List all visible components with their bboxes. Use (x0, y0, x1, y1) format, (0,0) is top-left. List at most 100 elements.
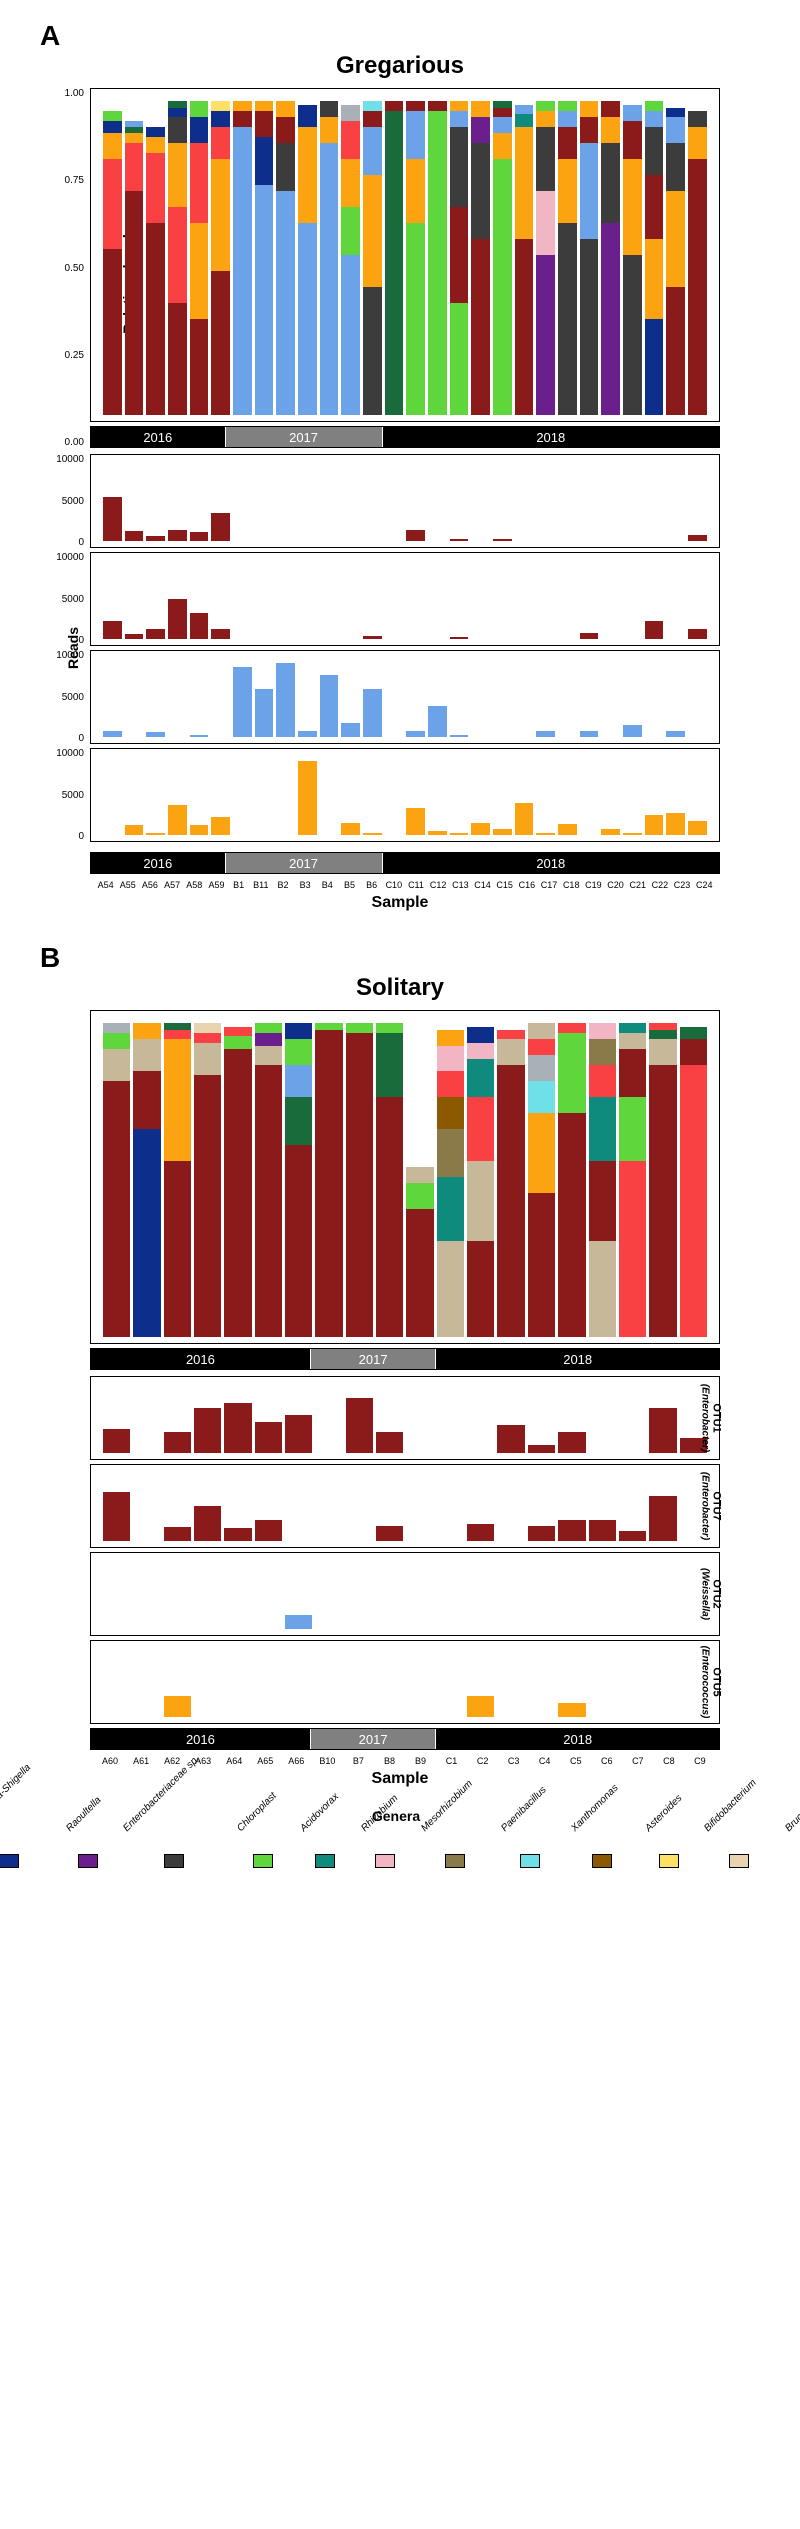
segment-Mesorhizobium (437, 1129, 464, 1177)
panel-b-otu-container: OTU1(Enterobacter)OTU7(Enterobacter)OTU2… (40, 1376, 760, 1724)
reads-chart-3 (97, 755, 713, 835)
panel-a-yticks: 1.000.750.500.250.00 (48, 88, 84, 448)
stacked-bar (437, 1017, 464, 1337)
legend-item: Acidovorax (294, 1823, 355, 1868)
otu-bar (194, 1506, 221, 1541)
reads-bar (298, 761, 317, 835)
segment-Pantoea (341, 121, 360, 159)
segment-Weissella (363, 127, 382, 175)
segment-Serratia (285, 1097, 312, 1145)
segment-Rhizobium (437, 1046, 464, 1072)
stacked-bar (649, 1017, 676, 1337)
segment-Serratia (376, 1033, 403, 1097)
segment-Chloroplast (558, 101, 577, 111)
reads-bar (125, 531, 144, 541)
segment-Escherichia-Shigella (255, 137, 274, 185)
reads-bar (363, 833, 382, 835)
segment-Enterobacter (467, 1241, 494, 1337)
segment-Enterococcus (536, 111, 555, 127)
year-2016: 2016 (91, 427, 226, 447)
reads-bar (688, 535, 707, 541)
otu-bar (255, 1520, 282, 1541)
segment-Pantoea (211, 127, 230, 159)
x-label: B6 (362, 880, 381, 890)
segment-Enterobacter (233, 111, 252, 127)
reads-bar (428, 706, 447, 737)
reads-bar (211, 817, 230, 835)
segment-Paenibacillus (363, 101, 382, 111)
otu-bar (467, 1696, 494, 1717)
segment-Klebsiella (103, 1023, 130, 1033)
segment-Enterococcus (168, 143, 187, 207)
segment-Enterobacter (103, 249, 122, 415)
stacked-bar (133, 1017, 160, 1337)
reads-bar (168, 805, 187, 835)
x-label: C1 (438, 1756, 466, 1766)
segment-Enterobacter (580, 117, 599, 143)
stacked-bar (450, 95, 469, 415)
segment-Xanthomonas (437, 1097, 464, 1129)
panel-b-x-axis-label: Sample (40, 1770, 760, 1788)
x-label: A60 (96, 1756, 124, 1766)
legend-item: Mesorhizobium (415, 1823, 495, 1868)
segment-Enterococcus (601, 117, 620, 143)
x-label: A66 (282, 1756, 310, 1766)
year-2018: 2018 (436, 1729, 719, 1749)
reads-bar (558, 824, 577, 835)
segment-Unassigned (103, 1049, 130, 1081)
segment-Enterobacteriaceae (320, 101, 339, 117)
segment-Raoultella (255, 1033, 282, 1046)
reads-bar (190, 825, 209, 835)
segment-Unassigned (194, 1043, 221, 1075)
segment-Enterobacteriaceae (666, 143, 685, 191)
stacked-bar (558, 1017, 585, 1337)
stacked-bar (376, 1017, 403, 1337)
x-label: B3 (296, 880, 315, 890)
stacked-bar (467, 1017, 494, 1337)
segment-Pantoea (558, 1023, 585, 1033)
reads-bar (666, 813, 685, 835)
segment-Pantoea (125, 143, 144, 191)
panel-a-x-labels: A54A55A56A57A58A59B1B11B2B3B4B5B6C10C11C… (90, 880, 720, 890)
year-2017: 2017 (226, 427, 383, 447)
year-2016: 2016 (91, 853, 226, 873)
otu-label-OTU1: OTU1(Enterobacter) (700, 1378, 723, 1458)
reads-bar (645, 621, 664, 639)
segment-Unassigned (497, 1039, 524, 1065)
segment-Pantoea (164, 1030, 191, 1040)
x-label: B2 (273, 880, 292, 890)
segment-Enterobacter (376, 1097, 403, 1337)
segment-Enterococcus (515, 127, 534, 239)
reads-bar (211, 629, 230, 639)
reads-chart-0 (97, 461, 713, 541)
segment-Enterobacter (619, 1049, 646, 1097)
stacked-bar (471, 95, 490, 415)
otu-bar (224, 1528, 251, 1541)
stacked-bar (623, 95, 642, 415)
otu-label-OTU2: OTU2(Weissella) (700, 1554, 723, 1634)
segment-Weissella (406, 111, 425, 159)
segment-Enterobacter (346, 1033, 373, 1337)
segment-Enterococcus (233, 101, 252, 111)
reads-bar (428, 831, 447, 835)
segment-Pantoea (619, 1161, 646, 1337)
stacked-bar (406, 95, 425, 415)
reads-bar (255, 689, 274, 737)
legend-item: Raoultella (60, 1823, 116, 1868)
segment-Unassigned (133, 1039, 160, 1071)
stacked-bar (680, 1017, 707, 1337)
reads-bar (515, 803, 534, 835)
stacked-bar (103, 95, 122, 415)
segment-Pantoea (680, 1065, 707, 1337)
segment-Enterobacter (224, 1049, 251, 1337)
x-label: B7 (344, 1756, 372, 1766)
reads-bar (580, 633, 599, 639)
segment-Enterobacteriaceae (645, 127, 664, 175)
segment-Weissella (515, 105, 534, 115)
segment-Enterobacteriaceae (168, 117, 187, 143)
panel-a: A Gregarious Relative abundance 1.000.75… (40, 20, 760, 912)
legend-item: Rhizobium (355, 1823, 414, 1868)
segment-Enterococcus (666, 191, 685, 287)
segment-Enterobacter (428, 101, 447, 111)
stacked-bar (320, 95, 339, 415)
